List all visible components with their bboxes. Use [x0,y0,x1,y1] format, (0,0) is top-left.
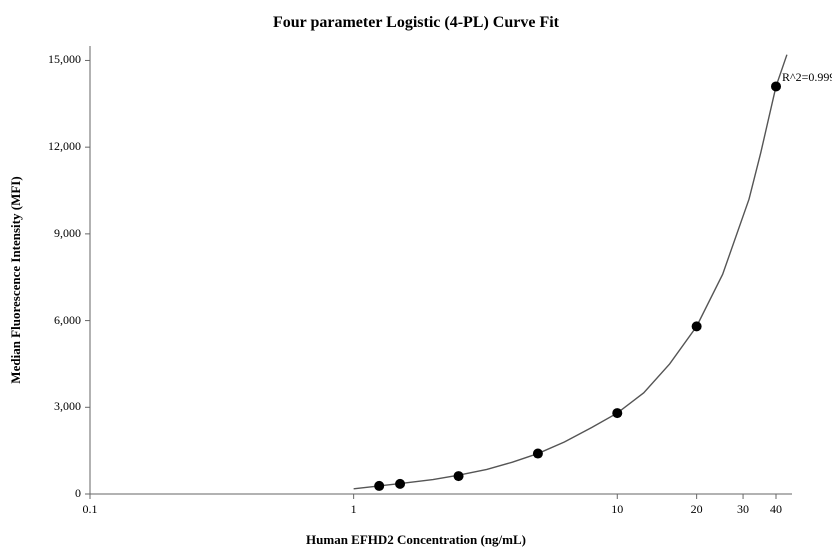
data-point [692,321,702,331]
x-tick-label: 40 [770,502,782,517]
data-point [612,408,622,418]
r-squared-annotation: R^2=0.9994 [782,70,832,85]
y-tick-label: 0 [31,486,81,501]
x-tick-label: 10 [611,502,623,517]
data-point [533,449,543,459]
data-point [771,81,781,91]
fit-curve [354,55,787,489]
x-tick-label: 1 [351,502,357,517]
chart-container: Four parameter Logistic (4-PL) Curve Fit… [0,0,832,560]
y-tick-label: 12,000 [31,139,81,154]
data-point [454,471,464,481]
data-point [374,481,384,491]
y-tick-label: 15,000 [31,52,81,67]
chart-svg [0,0,832,560]
x-tick-label: 20 [691,502,703,517]
y-tick-label: 3,000 [31,399,81,414]
y-tick-label: 9,000 [31,226,81,241]
x-tick-label: 0.1 [83,502,98,517]
y-tick-label: 6,000 [31,313,81,328]
data-point [395,479,405,489]
x-tick-label: 30 [737,502,749,517]
